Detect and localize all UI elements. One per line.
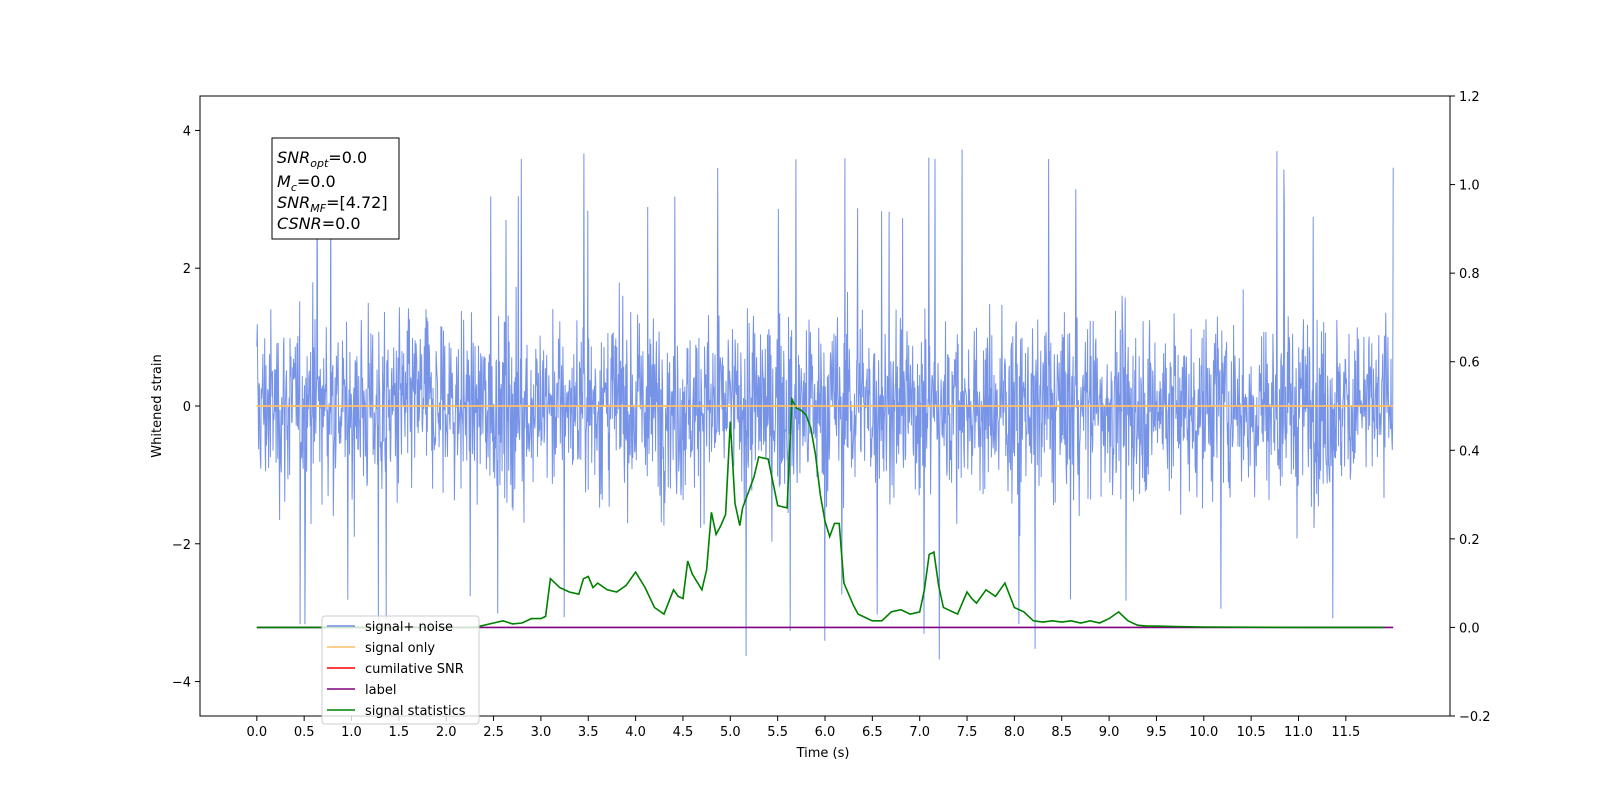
legend-entry: signal statistics — [365, 704, 466, 719]
x-tick-label: 9.5 — [1146, 725, 1167, 740]
series-line-signal-noise — [256, 146, 1394, 660]
y-tick-label: 0 — [183, 400, 191, 415]
series-line-signal-statistics — [256, 396, 1384, 629]
x-tick-label: 7.0 — [909, 725, 930, 740]
x-tick-label: 4.0 — [625, 725, 646, 740]
x-axis: 0.0 0.5 1.0 1.5 2.0 2.5 3.0 3.5 4.0 4.5 5.0 5.5 6.0 6… — [246, 716, 1360, 740]
x-tick-label: 11.0 — [1284, 725, 1313, 740]
x-tick-label: 3.5 — [578, 725, 599, 740]
x-tick-label: 6.5 — [862, 725, 883, 740]
y2-tick-label: 1.2 — [1459, 90, 1480, 105]
y-axis-label: Whitened strain — [150, 354, 165, 457]
x-tick-label: 1.5 — [389, 725, 410, 740]
x-tick-label: 0.0 — [246, 725, 267, 740]
y2-tick-label: 0.6 — [1459, 356, 1480, 371]
legend-entry: label — [365, 683, 396, 698]
x-tick-label: 8.5 — [1051, 725, 1072, 740]
legend-entry: signal only — [365, 641, 435, 656]
y2-tick-label: 1.0 — [1459, 179, 1480, 194]
x-tick-label: 7.5 — [957, 725, 978, 740]
annotation-frame — [271, 137, 400, 240]
legend-entry: cumilative SNR — [365, 662, 464, 677]
x-tick-label: 2.0 — [436, 725, 457, 740]
y-axis-right: 1.2 1.0 0.8 0.6 0.4 0.2 0.0 −0.2 — [1450, 90, 1491, 725]
x-tick-label: 5.0 — [720, 725, 741, 740]
x-tick-label: 0.5 — [294, 725, 315, 740]
y-tick-label: 2 — [183, 262, 191, 277]
y2-tick-label: 0.2 — [1459, 533, 1480, 548]
y-tick-label: −2 — [172, 538, 191, 553]
y-axis-left: 4 2 0 −2 −4 — [172, 124, 200, 691]
y2-tick-label: 0.8 — [1459, 267, 1480, 282]
x-tick-label: 1.0 — [341, 725, 362, 740]
legend: signal+ noise signal only cumilative SNR la… — [321, 615, 480, 725]
y-tick-label: −4 — [172, 676, 191, 691]
annotation-line: Mc=0.0 — [277, 172, 336, 194]
x-tick-label: 5.5 — [767, 725, 788, 740]
legend-entry: signal+ noise — [365, 620, 453, 635]
legend-frame — [321, 615, 480, 725]
x-tick-label: 3.0 — [531, 725, 552, 740]
x-tick-label: 4.5 — [673, 725, 694, 740]
x-tick-label: 10.5 — [1237, 725, 1266, 740]
annotation-line: SNRMF=[4.72] — [277, 193, 388, 215]
y-tick-label: 4 — [183, 124, 191, 139]
x-tick-label: 2.5 — [483, 725, 504, 740]
annotation-line: CSNR=0.0 — [277, 214, 361, 233]
x-tick-label: 10.0 — [1189, 725, 1218, 740]
x-tick-label: 8.0 — [1004, 725, 1025, 740]
x-tick-label: 6.0 — [815, 725, 836, 740]
y2-tick-label: 0.4 — [1459, 444, 1480, 459]
annotation-line: SNRopt=0.0 — [277, 148, 367, 170]
y2-tick-label: 0.0 — [1459, 621, 1480, 636]
x-tick-label: 11.5 — [1331, 725, 1360, 740]
x-tick-label: 9.0 — [1099, 725, 1120, 740]
x-axis-label: Time (s) — [796, 746, 850, 761]
y2-tick-label: −0.2 — [1459, 710, 1491, 725]
